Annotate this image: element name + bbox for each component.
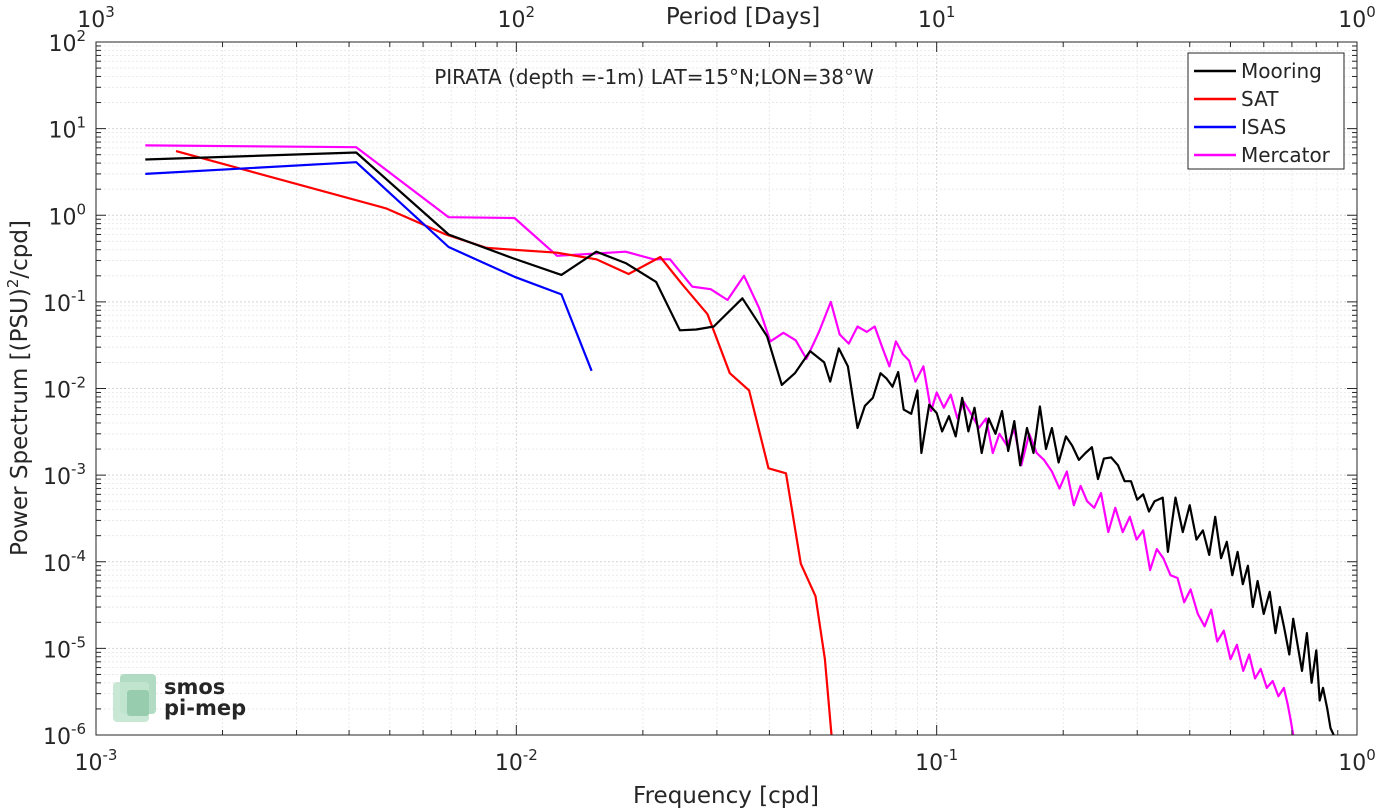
logo-tile-3 bbox=[127, 690, 149, 716]
minor-grid bbox=[96, 42, 1357, 735]
y-tick-label: 100 bbox=[48, 200, 86, 230]
y-tick-label: 10-2 bbox=[43, 374, 86, 404]
top-tick-label: 103 bbox=[77, 3, 115, 33]
legend: Mooring SAT ISAS Mercator bbox=[1187, 52, 1345, 170]
y-tick-label: 10-4 bbox=[43, 547, 86, 577]
top-tick-label: 100 bbox=[1338, 3, 1376, 33]
y-tick-label: 10-1 bbox=[43, 287, 86, 317]
y-axis-label: Power Spectrum [(PSU)2/cpd] bbox=[4, 220, 33, 556]
smos-pi-mep-logo: smos pi-mep bbox=[113, 674, 246, 722]
x-tick-label: 10-2 bbox=[495, 746, 538, 776]
y-axis-label-tail: /cpd] bbox=[7, 220, 33, 279]
y-tick-label: 10-3 bbox=[43, 460, 86, 490]
legend-label-isas: ISAS bbox=[1241, 115, 1286, 139]
logo-line-2: pi-mep bbox=[164, 696, 246, 720]
chart-title: PIRATA (depth =-1m) LAT=15°N;LON=38°W bbox=[434, 65, 874, 89]
x-tick-label: 10-3 bbox=[75, 746, 118, 776]
tick-marks bbox=[95, 41, 1358, 736]
y-tick-label: 10-5 bbox=[43, 633, 86, 663]
series-line-mooring bbox=[145, 151, 1335, 736]
y-tick-label: 10-6 bbox=[43, 720, 86, 750]
top-axis-label: Period [Days] bbox=[666, 4, 820, 30]
x-tick-label: 10-1 bbox=[915, 746, 958, 776]
series-line-isas bbox=[145, 161, 593, 372]
top-tick-label: 102 bbox=[498, 3, 536, 33]
y-tick-label: 101 bbox=[48, 114, 86, 144]
x-tick-label: 100 bbox=[1338, 746, 1376, 776]
y-axis-label-superscript: 2 bbox=[4, 279, 22, 289]
series-lines bbox=[145, 144, 1335, 736]
legend-label-mercator: Mercator bbox=[1241, 143, 1331, 167]
legend-label-sat: SAT bbox=[1241, 87, 1279, 111]
logo-line-1: smos bbox=[164, 675, 225, 699]
y-tick-label: 102 bbox=[48, 27, 86, 57]
y-axis-label-main: Power Spectrum [(PSU) bbox=[7, 288, 33, 556]
legend-label-mooring: Mooring bbox=[1241, 59, 1322, 83]
x-axis-label: Frequency [cpd] bbox=[633, 783, 819, 809]
legend-box bbox=[1187, 52, 1345, 170]
top-tick-label: 101 bbox=[918, 3, 956, 33]
